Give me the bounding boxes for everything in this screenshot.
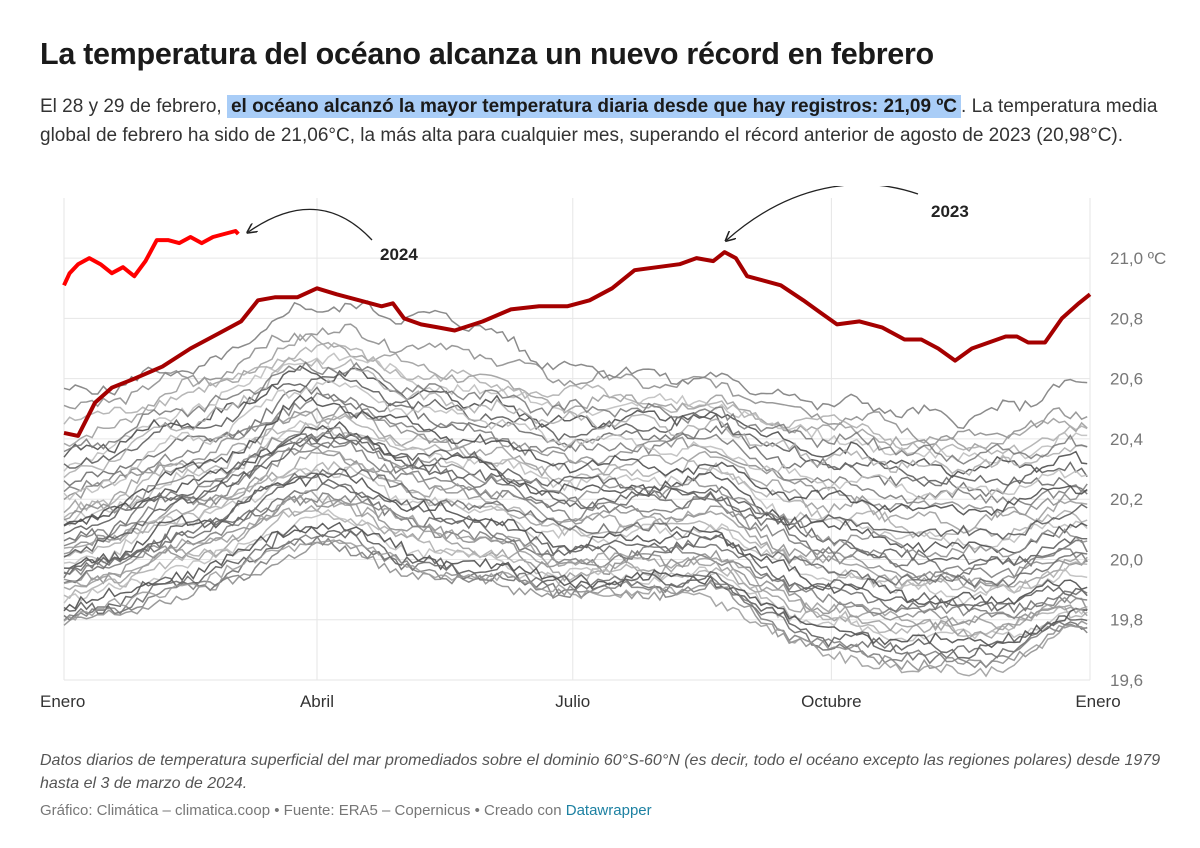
history-year-line bbox=[63, 379, 1088, 501]
series-line-2023 bbox=[63, 250, 1092, 438]
y-tick-label: 20,8 bbox=[1110, 309, 1143, 328]
annotation-2024: 2024 bbox=[380, 245, 418, 264]
history-year-line bbox=[63, 534, 1088, 669]
history-year-line bbox=[63, 508, 1088, 642]
y-tick-label: 19,6 bbox=[1110, 671, 1143, 690]
datawrapper-link[interactable]: Datawrapper bbox=[565, 802, 652, 819]
y-tick-label: 20,6 bbox=[1110, 370, 1143, 389]
annotation-2023: 2023 bbox=[931, 202, 969, 221]
history-year-line bbox=[63, 449, 1088, 589]
y-tick-label: 21,0 ºC bbox=[1110, 249, 1166, 268]
description-highlight: el océano alcanzó la mayor temperatura d… bbox=[226, 95, 962, 118]
description-lead: El 28 y 29 de febrero, bbox=[40, 96, 222, 117]
x-tick-label: Enero bbox=[1075, 692, 1120, 711]
history-year-line bbox=[63, 494, 1088, 627]
history-year-line bbox=[63, 356, 1088, 479]
history-year-line bbox=[63, 472, 1088, 613]
series-line-2024 bbox=[62, 229, 240, 287]
history-year-line bbox=[63, 460, 1088, 594]
history-year-line bbox=[63, 394, 1088, 526]
history-year-line bbox=[63, 433, 1088, 579]
history-year-line bbox=[63, 411, 1088, 534]
history-year-line bbox=[63, 468, 1088, 588]
chart-title: La temperatura del océano alcanza un nue… bbox=[40, 37, 934, 71]
x-tick-label: Enero bbox=[40, 692, 85, 711]
history-year-line bbox=[63, 392, 1088, 506]
history-year-line bbox=[63, 352, 1088, 472]
history-year-line bbox=[63, 426, 1088, 558]
y-tick-label: 20,4 bbox=[1110, 430, 1143, 449]
history-year-line bbox=[63, 333, 1088, 452]
history-year-line bbox=[63, 466, 1088, 606]
history-year-line bbox=[63, 342, 1088, 455]
x-tick-label: Julio bbox=[555, 692, 590, 711]
history-year-line bbox=[63, 361, 1088, 465]
description-rest: . La temperatura media global de febrero… bbox=[40, 96, 1158, 146]
sea-temperature-chart: 21,0 ºC 20,8 20,6 20,4 20,2 20,0 19,8 19,6 Enero… bbox=[40, 186, 1166, 711]
y-tick-label: 19,8 bbox=[1110, 611, 1143, 630]
history-year-line bbox=[63, 490, 1088, 640]
history-year-line bbox=[63, 323, 1088, 446]
history-year-line bbox=[63, 492, 1088, 620]
history-year-line bbox=[63, 539, 1088, 678]
annotation-arrow-2024 bbox=[248, 208, 373, 241]
history-year-line bbox=[63, 524, 1088, 660]
history-year-line bbox=[63, 521, 1088, 649]
history-year-line bbox=[63, 539, 1088, 672]
chart-description: El 28 y 29 de febrero, el océano alcanzó… bbox=[40, 92, 1175, 150]
history-year-line bbox=[63, 419, 1088, 550]
history-year-line bbox=[63, 429, 1088, 558]
y-tick-label: 20,0 bbox=[1110, 550, 1143, 569]
x-tick-label: Octubre bbox=[801, 692, 861, 711]
y-tick-label: 20,2 bbox=[1110, 490, 1143, 509]
credit-text: Gráfico: Climática – climatica.coop • Fu… bbox=[40, 802, 562, 819]
chart-note: Datos diarios de temperatura superficial… bbox=[40, 752, 1161, 792]
history-year-line bbox=[63, 300, 1088, 429]
annotation-arrow-2023 bbox=[727, 186, 919, 240]
x-tick-label: Abril bbox=[300, 692, 334, 711]
history-year-line bbox=[63, 482, 1088, 614]
chart-credit: Gráfico: Climática – climatica.coop • Fu… bbox=[40, 802, 1175, 819]
